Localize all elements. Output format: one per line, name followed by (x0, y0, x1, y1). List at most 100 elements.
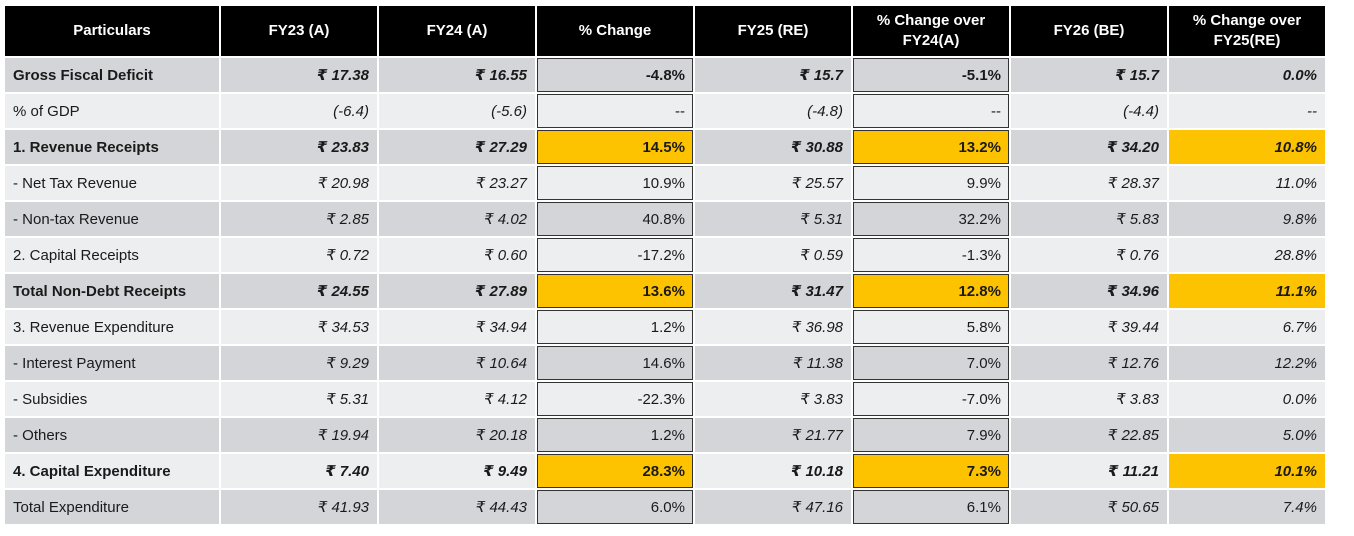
header-change-over-fy24: % Change over FY24(A) (853, 6, 1009, 56)
table-row: - Non-tax Revenue ₹ 2.85 ₹ 4.02 40.8% ₹ 5.31… (5, 202, 1325, 236)
cell-particulars: - Non-tax Revenue (5, 202, 219, 236)
header-particulars: Particulars (5, 6, 219, 56)
cell-change: 40.8% (537, 202, 693, 236)
cell-fy24: ₹ 34.94 (379, 310, 535, 344)
cell-fy24: ₹ 0.60 (379, 238, 535, 272)
cell-fy26: ₹ 11.21 (1011, 454, 1167, 488)
cell-fy23: ₹ 17.38 (221, 58, 377, 92)
cell-change-over-fy24: 7.9% (853, 418, 1009, 452)
cell-fy24: ₹ 44.43 (379, 490, 535, 524)
cell-fy25: ₹ 3.83 (695, 382, 851, 416)
cell-particulars: Gross Fiscal Deficit (5, 58, 219, 92)
fiscal-table-container: Particulars FY23 (A) FY24 (A) % Change F… (3, 4, 1327, 526)
cell-change: -22.3% (537, 382, 693, 416)
cell-change-over-fy24: 7.0% (853, 346, 1009, 380)
cell-change-over-fy25: 0.0% (1169, 382, 1325, 416)
table-row: - Subsidies ₹ 5.31 ₹ 4.12 -22.3% ₹ 3.83 -7.0%… (5, 382, 1325, 416)
cell-fy23: ₹ 23.83 (221, 130, 377, 164)
cell-fy26: ₹ 39.44 (1011, 310, 1167, 344)
cell-fy25: ₹ 5.31 (695, 202, 851, 236)
cell-change-over-fy24: -- (853, 94, 1009, 128)
cell-change-over-fy24: 12.8% (853, 274, 1009, 308)
cell-change: 13.6% (537, 274, 693, 308)
cell-change: 14.6% (537, 346, 693, 380)
cell-fy25: ₹ 31.47 (695, 274, 851, 308)
cell-particulars: 1. Revenue Receipts (5, 130, 219, 164)
cell-fy26: ₹ 12.76 (1011, 346, 1167, 380)
cell-particulars: 2. Capital Receipts (5, 238, 219, 272)
table-row: 3. Revenue Expenditure ₹ 34.53 ₹ 34.94 1.2%… (5, 310, 1325, 344)
cell-change-over-fy25: 6.7% (1169, 310, 1325, 344)
cell-change: 6.0% (537, 490, 693, 524)
table-row: Total Non-Debt Receipts ₹ 24.55 ₹ 27.89 13.… (5, 274, 1325, 308)
cell-fy23: ₹ 41.93 (221, 490, 377, 524)
cell-change-over-fy25: 7.4% (1169, 490, 1325, 524)
cell-particulars: 4. Capital Expenditure (5, 454, 219, 488)
cell-fy25: ₹ 47.16 (695, 490, 851, 524)
cell-fy25: ₹ 30.88 (695, 130, 851, 164)
table-row: - Interest Payment ₹ 9.29 ₹ 10.64 14.6% ₹ 11… (5, 346, 1325, 380)
cell-fy24: ₹ 27.29 (379, 130, 535, 164)
cell-fy25: ₹ 25.57 (695, 166, 851, 200)
cell-particulars: - Others (5, 418, 219, 452)
cell-fy23: ₹ 9.29 (221, 346, 377, 380)
cell-particulars: % of GDP (5, 94, 219, 128)
cell-particulars: - Interest Payment (5, 346, 219, 380)
cell-fy23: ₹ 0.72 (221, 238, 377, 272)
header-change: % Change (537, 6, 693, 56)
cell-change: 1.2% (537, 310, 693, 344)
header-fy25: FY25 (RE) (695, 6, 851, 56)
cell-change-over-fy24: -7.0% (853, 382, 1009, 416)
cell-change-over-fy24: 13.2% (853, 130, 1009, 164)
header-fy24: FY24 (A) (379, 6, 535, 56)
table-row: - Net Tax Revenue ₹ 20.98 ₹ 23.27 10.9% ₹ 25… (5, 166, 1325, 200)
cell-fy26: (-4.4) (1011, 94, 1167, 128)
cell-change-over-fy25: 5.0% (1169, 418, 1325, 452)
cell-fy23: (-6.4) (221, 94, 377, 128)
table-row: 1. Revenue Receipts ₹ 23.83 ₹ 27.29 14.5% ₹ … (5, 130, 1325, 164)
header-fy23: FY23 (A) (221, 6, 377, 56)
cell-change: 28.3% (537, 454, 693, 488)
table-row: 4. Capital Expenditure ₹ 7.40 ₹ 9.49 28.3% ₹… (5, 454, 1325, 488)
cell-change-over-fy24: 7.3% (853, 454, 1009, 488)
cell-fy23: ₹ 7.40 (221, 454, 377, 488)
cell-fy23: ₹ 24.55 (221, 274, 377, 308)
cell-change-over-fy24: -1.3% (853, 238, 1009, 272)
cell-fy24: ₹ 10.64 (379, 346, 535, 380)
cell-fy24: ₹ 4.12 (379, 382, 535, 416)
cell-fy26: ₹ 34.20 (1011, 130, 1167, 164)
cell-fy25: ₹ 0.59 (695, 238, 851, 272)
cell-change-over-fy25: 11.0% (1169, 166, 1325, 200)
cell-change-over-fy25: 10.8% (1169, 130, 1325, 164)
header-change-over-fy25: % Change over FY25(RE) (1169, 6, 1325, 56)
cell-change: 1.2% (537, 418, 693, 452)
cell-fy24: ₹ 9.49 (379, 454, 535, 488)
cell-particulars: Total Non-Debt Receipts (5, 274, 219, 308)
cell-fy24: (-5.6) (379, 94, 535, 128)
cell-fy26: ₹ 34.96 (1011, 274, 1167, 308)
cell-fy26: ₹ 22.85 (1011, 418, 1167, 452)
cell-change-over-fy25: 11.1% (1169, 274, 1325, 308)
fiscal-table: Particulars FY23 (A) FY24 (A) % Change F… (3, 4, 1327, 526)
cell-fy24: ₹ 4.02 (379, 202, 535, 236)
cell-fy25: (-4.8) (695, 94, 851, 128)
table-row: Gross Fiscal Deficit ₹ 17.38 ₹ 16.55 -4.8% ₹… (5, 58, 1325, 92)
cell-change-over-fy25: -- (1169, 94, 1325, 128)
cell-fy23: ₹ 2.85 (221, 202, 377, 236)
cell-particulars: 3. Revenue Expenditure (5, 310, 219, 344)
cell-fy23: ₹ 20.98 (221, 166, 377, 200)
cell-fy23: ₹ 5.31 (221, 382, 377, 416)
cell-change-over-fy25: 28.8% (1169, 238, 1325, 272)
cell-change-over-fy25: 12.2% (1169, 346, 1325, 380)
cell-change: 10.9% (537, 166, 693, 200)
table-row: Total Expenditure ₹ 41.93 ₹ 44.43 6.0% ₹ 47.… (5, 490, 1325, 524)
cell-fy24: ₹ 27.89 (379, 274, 535, 308)
cell-fy23: ₹ 19.94 (221, 418, 377, 452)
cell-change-over-fy25: 0.0% (1169, 58, 1325, 92)
cell-fy25: ₹ 11.38 (695, 346, 851, 380)
table-row: 2. Capital Receipts ₹ 0.72 ₹ 0.60 -17.2% ₹ 0… (5, 238, 1325, 272)
cell-fy26: ₹ 3.83 (1011, 382, 1167, 416)
cell-particulars: Total Expenditure (5, 490, 219, 524)
cell-fy24: ₹ 23.27 (379, 166, 535, 200)
cell-fy25: ₹ 21.77 (695, 418, 851, 452)
